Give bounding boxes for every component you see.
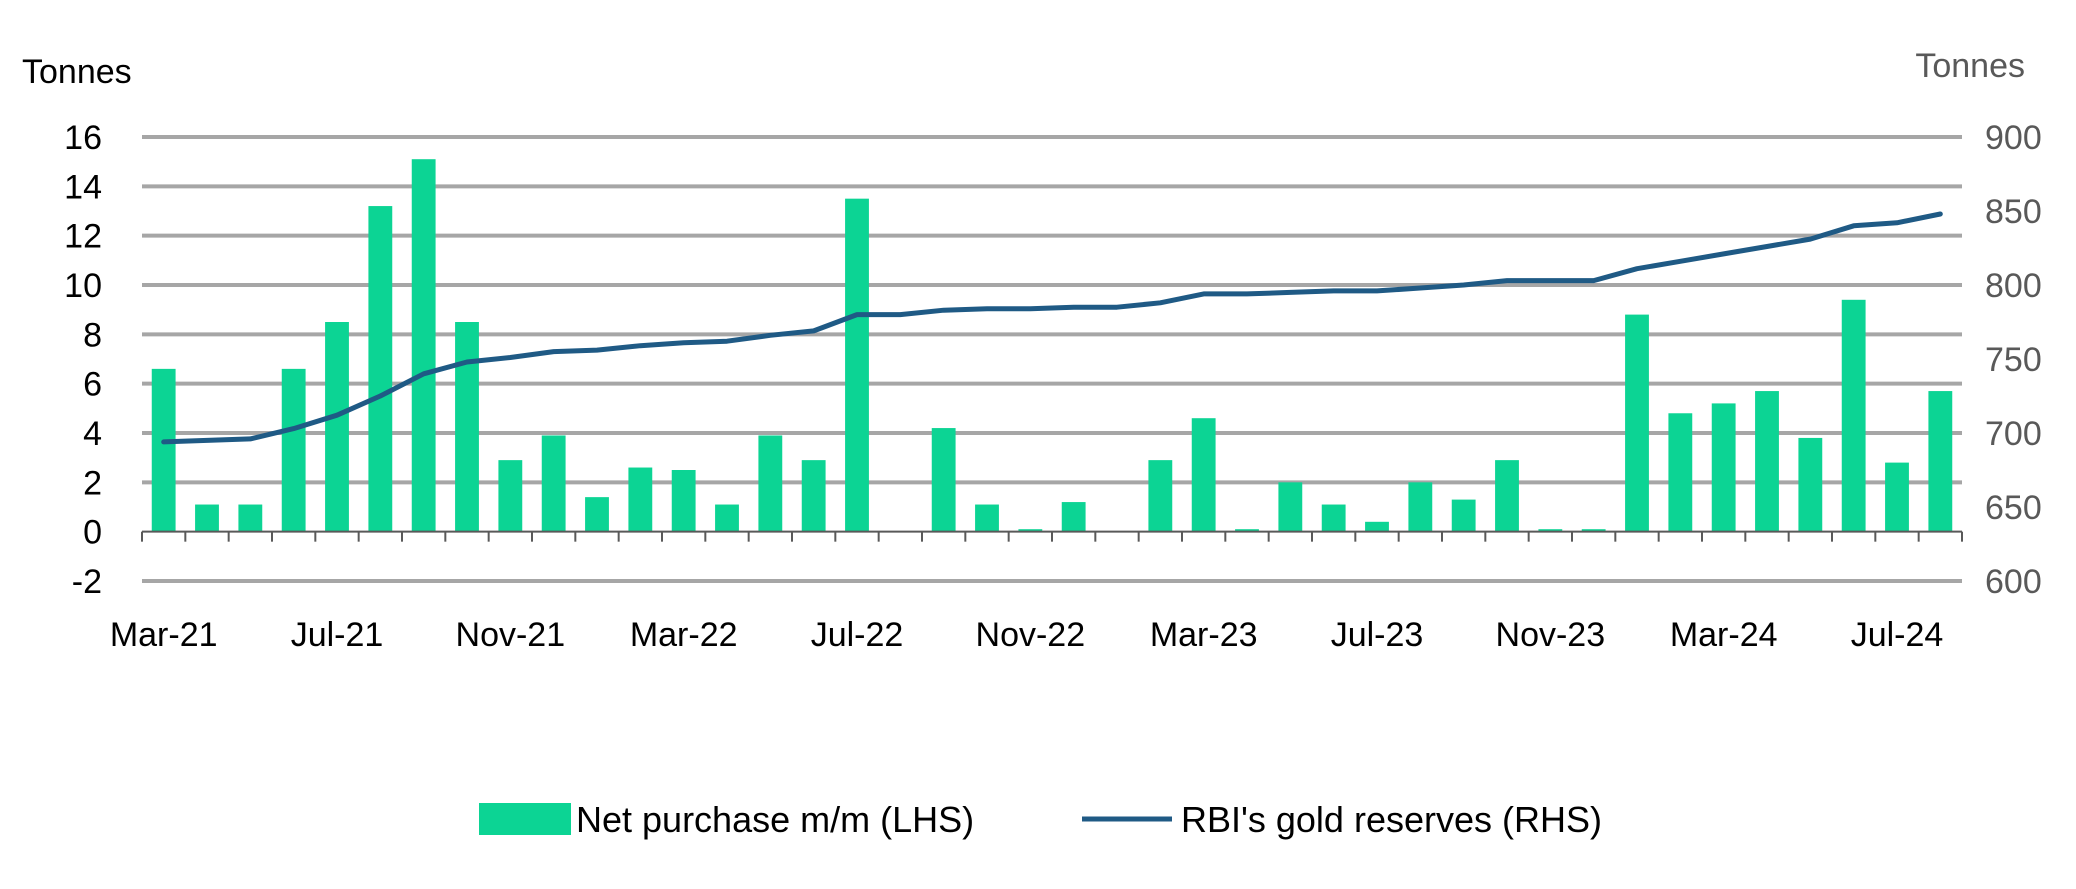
bar bbox=[325, 322, 349, 532]
bar bbox=[1885, 462, 1909, 532]
bar bbox=[715, 504, 739, 532]
bar bbox=[758, 435, 783, 532]
y-axis-left: -2 0 2 4 6 8 10 12 14 16 bbox=[64, 119, 102, 601]
y-right-tick-label: 600 bbox=[1985, 563, 2042, 601]
bar bbox=[455, 322, 479, 532]
bar bbox=[1148, 460, 1173, 532]
x-tick-label: Jul-23 bbox=[1331, 616, 1424, 654]
y-right-tick-label: 850 bbox=[1985, 193, 2042, 231]
y-right-tick-label: 800 bbox=[1985, 267, 2042, 305]
y-left-tick-label: -2 bbox=[72, 563, 102, 601]
bar bbox=[1711, 403, 1736, 532]
y-axis-left-unit: Tonnes bbox=[22, 53, 132, 91]
bar bbox=[498, 460, 523, 532]
bar bbox=[975, 504, 999, 532]
bar bbox=[1538, 529, 1563, 532]
bar bbox=[628, 467, 653, 532]
bar bbox=[1451, 499, 1476, 532]
bar bbox=[195, 504, 219, 532]
bar bbox=[1365, 521, 1389, 532]
y-left-tick-label: 8 bbox=[83, 316, 102, 354]
bar bbox=[1018, 529, 1043, 532]
bar bbox=[1235, 529, 1259, 532]
bar bbox=[1581, 529, 1606, 532]
y-left-tick-label: 14 bbox=[64, 168, 102, 206]
y-left-tick-label: 0 bbox=[83, 514, 102, 552]
bar bbox=[1625, 314, 1649, 532]
bar bbox=[541, 435, 566, 532]
y-right-tick-label: 750 bbox=[1985, 341, 2042, 379]
legend-swatch-net-purchase bbox=[479, 803, 571, 835]
bar bbox=[281, 368, 306, 532]
bar bbox=[671, 470, 696, 532]
bar bbox=[1798, 437, 1823, 532]
x-tick-label: Nov-21 bbox=[456, 616, 566, 654]
x-tick-label: Mar-22 bbox=[630, 616, 738, 654]
legend: Net purchase m/m (LHS) RBI's gold reserv… bbox=[479, 799, 1602, 840]
y-left-tick-label: 4 bbox=[83, 415, 102, 453]
bars-net-purchase bbox=[151, 159, 1953, 532]
legend-label-gold-reserves: RBI's gold reserves (RHS) bbox=[1181, 799, 1602, 840]
x-tick-label: Mar-23 bbox=[1150, 616, 1258, 654]
x-tick-label: Nov-23 bbox=[1496, 616, 1606, 654]
bar bbox=[845, 198, 869, 532]
bar bbox=[1061, 502, 1086, 532]
x-tick-label: Nov-22 bbox=[976, 616, 1086, 654]
x-tick-labels: Mar-21 Jul-21 Nov-21 Mar-22 Jul-22 Nov-22 Mar-… bbox=[110, 616, 1943, 654]
y-left-tick-label: 10 bbox=[64, 267, 102, 305]
y-left-tick-label: 16 bbox=[64, 119, 102, 157]
bar bbox=[368, 206, 393, 532]
bar bbox=[1668, 413, 1693, 532]
x-tick-label: Mar-21 bbox=[110, 616, 218, 654]
bar bbox=[151, 368, 176, 532]
bar bbox=[1495, 460, 1519, 532]
bar bbox=[1841, 299, 1866, 532]
line-gold-reserves bbox=[161, 211, 1943, 445]
gridlines bbox=[142, 135, 1962, 583]
bar bbox=[1928, 391, 1953, 532]
legend-label-net-purchase: Net purchase m/m (LHS) bbox=[576, 799, 974, 840]
y-axis-right: 600 650 700 750 800 850 900 bbox=[1985, 119, 2042, 601]
y-left-tick-label: 2 bbox=[83, 464, 102, 502]
x-axis bbox=[141, 530, 1963, 542]
bar bbox=[801, 460, 826, 532]
y-right-tick-label: 650 bbox=[1985, 489, 2042, 527]
bar bbox=[1408, 482, 1433, 532]
y-left-tick-label: 6 bbox=[83, 366, 102, 404]
bar bbox=[238, 504, 263, 532]
y-left-tick-label: 12 bbox=[64, 218, 102, 256]
y-axis-right-unit: Tonnes bbox=[1915, 47, 2025, 85]
x-tick-label: Jul-21 bbox=[291, 616, 384, 654]
bar bbox=[411, 159, 436, 532]
bar bbox=[1278, 482, 1303, 532]
x-tick-label: Jul-24 bbox=[1851, 616, 1944, 654]
bar bbox=[1191, 418, 1216, 532]
bar bbox=[931, 428, 956, 532]
x-tick-label: Jul-22 bbox=[811, 616, 904, 654]
x-tick-label: Mar-24 bbox=[1670, 616, 1778, 654]
bar bbox=[585, 497, 609, 532]
y-right-tick-label: 700 bbox=[1985, 415, 2042, 453]
bar bbox=[1755, 391, 1779, 532]
y-right-tick-label: 900 bbox=[1985, 119, 2042, 157]
bar bbox=[1321, 504, 1346, 532]
